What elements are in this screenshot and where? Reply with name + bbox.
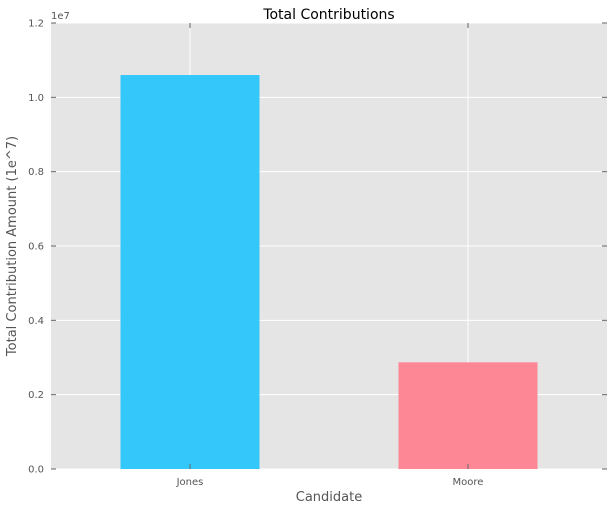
x-tick-labels: Jones Moore [176,477,484,488]
bars [120,75,538,470]
y-tick-labels: 0.0 0.2 0.4 0.6 0.8 1.0 1.2 [28,19,44,476]
offset-text: 1e7 [51,11,70,22]
y-tick-label: 1.2 [28,19,44,30]
y-tick-label: 0.2 [28,390,44,401]
y-tick-label: 0.0 [28,465,44,476]
y-axis-label: Total Contribution Amount (1e^7) [5,136,20,357]
x-tick-label: Jones [176,477,204,488]
y-tick-label: 0.6 [28,242,44,253]
bar-moore [398,362,538,469]
bar-jones [120,75,260,470]
y-tick-label: 0.8 [28,167,44,178]
x-tick-label: Moore [453,477,484,488]
chart-title: Total Contributions [262,7,394,23]
ticks [51,22,607,470]
y-tick-label: 1.0 [28,93,44,104]
x-axis-label: Candidate [296,490,362,505]
y-tick-label: 0.4 [28,316,44,327]
